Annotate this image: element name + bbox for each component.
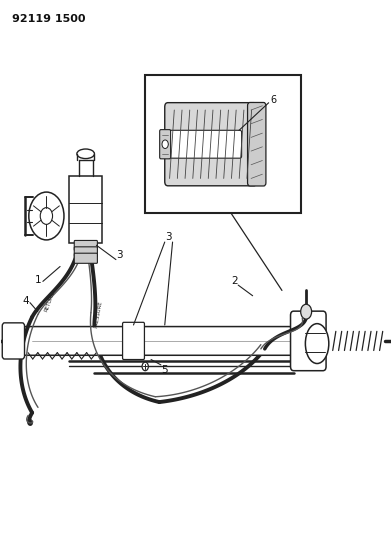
FancyBboxPatch shape [248, 102, 266, 186]
FancyBboxPatch shape [123, 322, 144, 360]
FancyBboxPatch shape [290, 311, 326, 370]
FancyBboxPatch shape [168, 130, 241, 158]
Ellipse shape [305, 324, 329, 364]
FancyBboxPatch shape [74, 253, 97, 263]
Text: 4: 4 [23, 296, 29, 306]
Text: 1: 1 [34, 275, 41, 285]
FancyBboxPatch shape [74, 247, 97, 257]
FancyBboxPatch shape [165, 103, 257, 186]
Text: 3: 3 [165, 232, 172, 243]
Text: 2: 2 [232, 277, 238, 286]
Circle shape [162, 140, 168, 149]
Text: 6: 6 [270, 95, 276, 105]
Text: PRESSURE: PRESSURE [94, 301, 103, 329]
Text: 3: 3 [116, 250, 123, 260]
Circle shape [142, 362, 148, 370]
Text: 92119 1500: 92119 1500 [13, 14, 86, 24]
Text: RETURN: RETURN [44, 291, 56, 313]
FancyBboxPatch shape [22, 327, 299, 356]
Text: 5: 5 [162, 365, 168, 375]
FancyBboxPatch shape [74, 240, 97, 251]
FancyBboxPatch shape [69, 176, 102, 243]
FancyBboxPatch shape [2, 323, 25, 359]
FancyBboxPatch shape [145, 75, 301, 213]
Circle shape [301, 304, 312, 319]
FancyBboxPatch shape [160, 130, 171, 159]
Ellipse shape [77, 149, 94, 159]
